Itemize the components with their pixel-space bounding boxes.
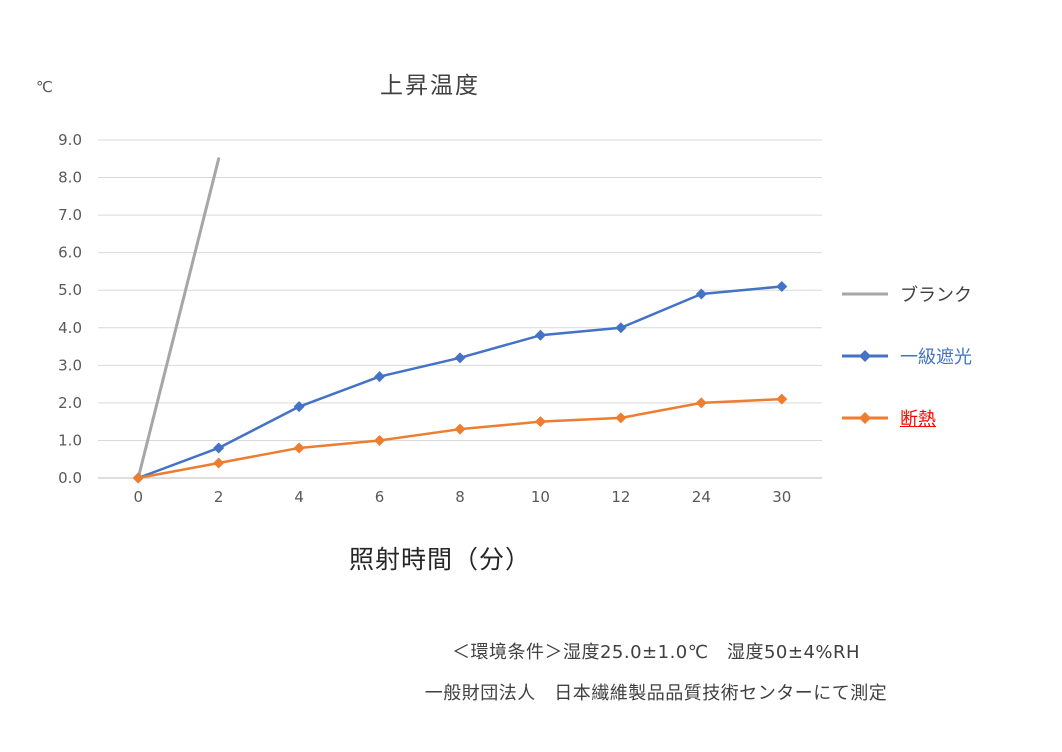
y-tick-label: 9.0 [58,131,82,149]
x-axis-title: 照射時間（分） [348,545,531,574]
series-marker-insulation [454,423,466,435]
chart-title: 上昇温度 [380,73,480,99]
x-tick-label: 30 [772,488,791,506]
y-tick-label: 0.0 [58,469,82,487]
series-marker-insulation [534,416,546,428]
x-tick-label: 24 [692,488,711,506]
legend-entry-first-class-shading: 一級遮光 [840,344,972,368]
series-marker-first-class-shading [776,280,788,292]
footnotes: ＜環境条件＞湿度25.0±1.0℃ 湿度50±4%RH 一般財団法人 日本繊維製… [280,632,1032,714]
y-tick-label: 4.0 [58,319,82,337]
series-marker-first-class-shading [213,442,225,454]
x-tick-label: 2 [214,488,224,506]
series-marker-insulation [695,397,707,409]
legend-label-first-class-shading: 一級遮光 [900,347,972,368]
series-marker-insulation [615,412,627,424]
series-marker-first-class-shading [615,322,627,334]
legend-line-swatch-blank [842,292,888,296]
series-marker-first-class-shading [374,371,386,383]
series-marker-first-class-shading [534,329,546,341]
series-line-first-class-shading [136,285,784,480]
x-tick-label: 8 [455,488,465,506]
series-marker-first-class-shading [454,352,466,364]
series-marker-insulation [132,472,144,484]
series-marker-insulation [776,393,788,405]
y-tick-label: 5.0 [58,281,82,299]
legend-line-swatch-first-class-shading [842,350,888,362]
series-marker-insulation [293,442,305,454]
x-tick-label: 0 [133,488,143,506]
y-tick-label: 3.0 [58,356,82,374]
y-tick-label: 8.0 [58,169,82,187]
series-marker-first-class-shading [293,401,305,413]
y-axis-unit-label: ℃ [36,78,53,96]
legend-entry-insulation: 断熱 [840,406,972,430]
legend: ブランク 一級遮光 断熱 [840,282,972,430]
series-line-blank [136,157,221,480]
x-tick-label: 6 [375,488,385,506]
legend-label-insulation: 断熱 [900,409,936,430]
footnote-environment-conditions: ＜環境条件＞湿度25.0±1.0℃ 湿度50±4%RH [451,642,861,663]
series-marker-insulation [374,434,386,446]
x-tick-label: 12 [611,488,630,506]
footnote-measuring-organization: 一般財団法人 日本繊維製品品質技術センターにて測定 [424,683,888,704]
series-marker-first-class-shading [695,288,707,300]
series-marker-insulation [213,457,225,469]
y-tick-label: 7.0 [58,206,82,224]
y-tick-label: 2.0 [58,394,82,412]
legend-label-blank: ブランク [900,285,972,306]
legend-entry-blank: ブランク [840,282,972,306]
x-tick-label: 10 [531,488,550,506]
x-tick-label: 4 [294,488,304,506]
y-tick-label: 1.0 [58,431,82,449]
y-tick-label: 6.0 [58,244,82,262]
legend-line-swatch-insulation [842,412,888,424]
